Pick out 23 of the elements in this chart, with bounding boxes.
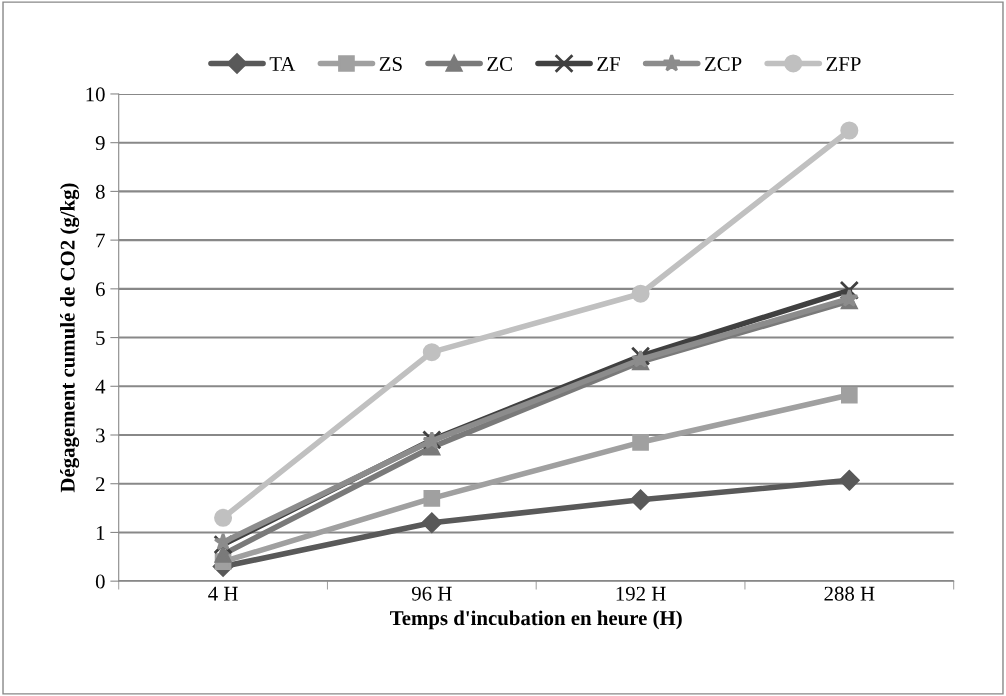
- x-tick-label: 192 H: [616, 586, 666, 601]
- y-tick-label: 1: [96, 525, 105, 540]
- x-tick-label: 4 H: [208, 586, 238, 601]
- y-tick-label: 9: [95, 136, 105, 151]
- y-tick-label: 3: [96, 428, 105, 443]
- x-tick-label: 96 H: [411, 586, 452, 601]
- y-tick-label: 4: [95, 379, 106, 394]
- y-tick-label: 10: [86, 87, 105, 102]
- x-axis-title: Temps d'incubation en heure (H): [390, 610, 682, 630]
- legend-label: ZC: [487, 56, 512, 71]
- x-tick-label: 288 H: [824, 586, 875, 601]
- legend-label: ZF: [597, 57, 620, 71]
- y-tick-label: 2: [96, 477, 105, 491]
- y-tick-label: 5: [96, 331, 105, 345]
- legend-label: ZCP: [704, 56, 742, 71]
- legend-label: ZFP: [826, 57, 861, 71]
- y-tick-label: 7: [96, 233, 105, 248]
- y-axis-title: Dégagement cumulé de CO2 (g/kg): [60, 183, 80, 493]
- y-tick-label: 0: [95, 574, 105, 589]
- legend-label: ZS: [379, 56, 402, 71]
- y-tick-label: 6: [95, 282, 105, 297]
- legend-label: TA: [269, 57, 296, 71]
- y-tick-label: 8: [95, 184, 105, 199]
